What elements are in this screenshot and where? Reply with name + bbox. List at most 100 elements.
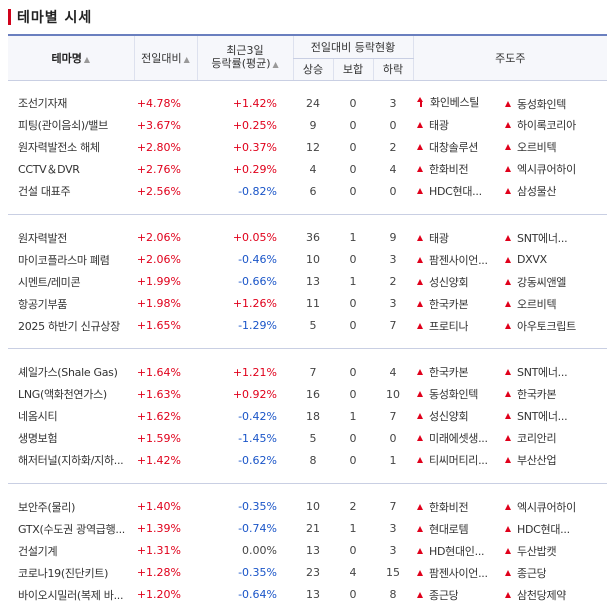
leader-stock-2[interactable]: SNT에너... [505, 230, 593, 246]
table-row[interactable]: 바이오시밀러(복제 바... +1.20% -0.64% 13 0 8 종근당 삼천당제약 [8, 584, 607, 604]
title-accent-bar [8, 9, 11, 25]
table-row[interactable]: 네옴시티 +1.62% -0.42% 18 1 7 성신양회 SNT에너... [8, 405, 607, 427]
leader-stock-2[interactable]: 엑시큐어하이 [505, 161, 593, 177]
leader-stock-2[interactable]: DXVX [505, 253, 593, 266]
leader-stock-1[interactable]: 팜젠사이언... [417, 565, 505, 581]
table-row[interactable]: 마이코플라스마 폐렴 +2.06% -0.46% 10 0 3 팜젠사이언... DXVX [8, 249, 607, 271]
table-row[interactable]: 해저터널(지하화/지하... +1.42% -0.62% 8 0 1 티씨머티리... 부산산… [8, 449, 607, 471]
leader-stock-2[interactable]: 삼성물산 [505, 183, 593, 199]
leader-stock-2[interactable]: 하이록코리아 [505, 117, 593, 133]
leader-stock-1[interactable]: 현대로템 [417, 521, 505, 537]
table-row[interactable]: 시멘트/레미콘 +1.99% -0.66% 13 1 2 성신양회 강동씨앤엘 [8, 271, 607, 293]
theme-name-link[interactable]: 마이코플라스마 폐렴 [18, 253, 110, 267]
header-change[interactable]: 전일대비 ▲ [133, 36, 197, 81]
leader-stocks: 팜젠사이언... DXVX [413, 249, 607, 271]
up-count: 36 [306, 231, 320, 244]
theme-name-link[interactable]: 원자력발전 [18, 231, 68, 245]
table-row[interactable]: 2025 하반기 신규상장 +1.65% -1.29% 5 0 7 프로티나 아우토크립트 [8, 315, 607, 337]
theme-name-link[interactable]: CCTV＆DVR [18, 163, 80, 176]
table-row[interactable]: 원자력발전 +2.06% +0.05% 36 1 9 태광 SNT에너... [8, 227, 607, 249]
theme-name-link[interactable]: 생명보험 [18, 432, 58, 445]
leader-stock-1[interactable]: 한국카본 [417, 296, 505, 312]
table-row[interactable]: 건설기계 +1.31% 0.00% 13 0 3 HD현대인... 두산밥캣 [8, 540, 607, 562]
table-row[interactable]: 셰일가스(Shale Gas) +1.64% +1.21% 7 0 4 한국카본 SNT에너.… [8, 361, 607, 383]
leader-stock-2[interactable]: 두산밥캣 [505, 543, 593, 559]
leader-stock-1[interactable]: 성신양회 [417, 274, 505, 290]
up-count: 12 [306, 140, 320, 154]
table-row[interactable]: 코로나19(진단키트) +1.28% -0.35% 23 4 15 팜젠사이언... 종근당 [8, 562, 607, 584]
table-row[interactable]: 생명보험 +1.59% -1.45% 5 0 0 미래에셋생... 코리안리 [8, 427, 607, 449]
leader-stock-2[interactable]: 부산산업 [505, 452, 593, 468]
theme-name-link[interactable]: GTX(수도권 광역급행... [18, 522, 126, 536]
leader-stock-2[interactable]: SNT에너... [505, 364, 593, 380]
table-row[interactable]: LNG(액화천연가스) +1.63% +0.92% 16 0 10 동성화인텍 한국카본 [8, 383, 607, 405]
leader-stock-1[interactable]: 한국카본 [417, 364, 505, 380]
leader-stock-1[interactable]: 티씨머티리... [417, 452, 505, 468]
flat-count: 2 [349, 500, 357, 513]
theme-name-link[interactable]: 셰일가스(Shale Gas) [18, 366, 118, 379]
leader-stock-2[interactable]: 종근당 [505, 565, 593, 581]
leader-stock-2-name: 부산산업 [517, 454, 557, 467]
theme-name-link[interactable]: 원자력발전소 해체 [18, 141, 100, 154]
leader-stock-2[interactable]: 동성화인텍 [505, 96, 593, 112]
leader-stock-2[interactable]: 한국카본 [505, 386, 593, 402]
theme-name-link[interactable]: 보안주(물리) [18, 500, 76, 514]
leader-stock-1[interactable]: 화인베스틸 [417, 94, 505, 110]
leader-stock-1[interactable]: 미래에셋생... [417, 430, 505, 446]
leader-stock-2[interactable]: HDC현대... [505, 521, 593, 537]
leader-stock-2[interactable]: 오르비텍 [505, 296, 593, 312]
leader-stock-1[interactable]: 대창솔루션 [417, 139, 505, 155]
table-row[interactable]: 항공기부품 +1.98% +1.26% 11 0 3 한국카본 오르비텍 [8, 293, 607, 315]
change-value: +4.78% [136, 96, 181, 110]
theme-name-link[interactable]: 피팅(관이음쇠)/밸브 [18, 119, 108, 132]
leader-stock-1[interactable]: 동성화인텍 [417, 386, 505, 402]
leader-stock-1[interactable]: 태광 [417, 117, 505, 133]
change-value: +1.28% [136, 566, 181, 579]
table-row[interactable]: 원자력발전소 해체 +2.80% +0.37% 12 0 2 대창솔루션 오르비텍 [8, 136, 607, 158]
theme-name-link[interactable]: 시멘트/레미콘 [18, 275, 81, 289]
table-row[interactable]: 보안주(물리) +1.40% -0.35% 10 2 7 한화비전 엑시큐어하이 [8, 496, 607, 518]
up-count: 10 [306, 253, 320, 266]
theme-name-link[interactable]: 코로나19(진단키트) [18, 566, 109, 580]
leader-stock-1[interactable]: 프로티나 [417, 318, 505, 334]
leader-stock-1[interactable]: 팜젠사이언... [417, 252, 505, 268]
table-row[interactable]: 건설 대표주 +2.56% -0.82% 6 0 0 HDC현대... 삼성물산 [8, 180, 607, 202]
theme-name-link[interactable]: LNG(액화천연가스) [18, 388, 107, 401]
table-row[interactable]: GTX(수도권 광역급행... +1.39% -0.74% 21 1 3 현대로템 HDC현대… [8, 518, 607, 540]
up-count: 9 [309, 118, 317, 132]
recent-rate-value: -1.45% [238, 431, 277, 445]
table-row[interactable]: 조선기자재 +4.78% +1.42% 24 0 3 화인베스틸 동성화인텍 [8, 92, 607, 114]
leader-stock-1[interactable]: 한화비전 [417, 499, 505, 515]
leader-stock-2[interactable]: 코리안리 [505, 430, 593, 446]
triangle-up-icon [417, 569, 424, 576]
theme-name-link[interactable]: 항공기부품 [18, 297, 68, 311]
leader-stocks: 종근당 삼천당제약 [413, 584, 607, 604]
table-row[interactable]: 피팅(관이음쇠)/밸브 +3.67% +0.25% 9 0 0 태광 하이록코리아 [8, 114, 607, 136]
theme-name-link[interactable]: 건설기계 [18, 544, 58, 558]
leader-stock-1[interactable]: 태광 [417, 230, 505, 246]
down-count: 2 [389, 140, 397, 154]
leader-stock-1-name: 화인베스틸 [430, 96, 480, 109]
down-count: 7 [389, 409, 397, 423]
theme-name-link[interactable]: 네옴시티 [18, 410, 58, 423]
leader-stock-1[interactable]: HDC현대... [417, 183, 505, 199]
theme-name-link[interactable]: 바이오시밀러(복제 바... [18, 588, 124, 602]
theme-name-link[interactable]: 해저터널(지하화/지하... [18, 454, 124, 467]
leader-stock-1[interactable]: 한화비전 [417, 161, 505, 177]
theme-name-link[interactable]: 2025 하반기 신규상장 [18, 319, 120, 333]
theme-name-link[interactable]: 조선기자재 [18, 97, 68, 110]
leader-stock-2[interactable]: 아우토크립트 [505, 318, 593, 334]
theme-name-link[interactable]: 건설 대표주 [18, 185, 71, 198]
leader-stock-2[interactable]: 삼천당제약 [505, 587, 593, 603]
leader-stock-1[interactable]: HD현대인... [417, 543, 505, 559]
leader-stock-2[interactable]: 엑시큐어하이 [505, 499, 593, 515]
header-theme[interactable]: 테마명 ▲ [8, 36, 134, 81]
leader-stock-2[interactable]: 오르비텍 [505, 139, 593, 155]
leader-stock-1[interactable]: 종근당 [417, 587, 505, 603]
leader-stock-2[interactable]: 강동씨앤엘 [505, 274, 593, 290]
leader-stock-1[interactable]: 성신양회 [417, 408, 505, 424]
leader-stock-2[interactable]: SNT에너... [505, 408, 593, 424]
up-count: 7 [309, 365, 317, 379]
header-recent-rate[interactable]: 최근3일 등락률(평균) ▲ [196, 36, 293, 81]
table-row[interactable]: CCTV＆DVR +2.76% +0.29% 4 0 4 한화비전 엑시큐어하이 [8, 158, 607, 180]
